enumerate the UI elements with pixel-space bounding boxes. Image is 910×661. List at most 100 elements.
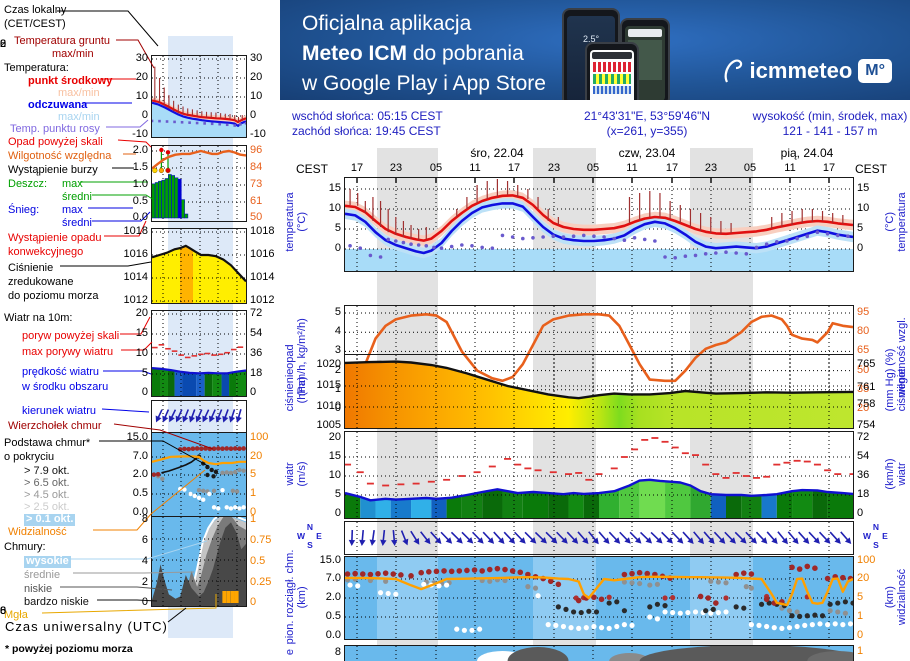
cest-label-right: CEST xyxy=(855,162,887,176)
axis-tick: 20 xyxy=(136,71,148,83)
legend-item-temp-gruntu-maxmin: max/min xyxy=(52,49,94,61)
legend-item-deszcz-max: max xyxy=(62,179,83,191)
axis-tick: 20 xyxy=(857,572,869,584)
axis-name-left-4: pion. rozciągł. chm.(km) xyxy=(284,550,332,645)
phone-mockup-front xyxy=(585,42,639,100)
axis-tick: 0 xyxy=(142,596,148,608)
axis-tick: 10 xyxy=(136,90,148,102)
legend-item-okt-79: > 7.9 okt. xyxy=(24,466,70,478)
legend-item-wilgotnosc: Wilgotność względna xyxy=(8,151,111,163)
axis-tick: 1014 xyxy=(250,271,274,283)
altitude-label: wysokość (min, środek, max) xyxy=(753,110,908,123)
axis-tick: 4 xyxy=(142,555,148,567)
legend-item-cet-cest: (CET/CEST) xyxy=(4,19,66,31)
mini-wind-direction-strip xyxy=(151,400,247,433)
axis-tick: 0.5 xyxy=(133,195,148,207)
axis-tick: 0 xyxy=(142,386,148,398)
axis-tick: 1.0 xyxy=(133,178,148,190)
day-label: pią, 24.04 xyxy=(781,146,834,160)
axis-tick: 5 xyxy=(250,468,256,480)
axis-tick: 4 xyxy=(335,325,341,337)
icmmeteo-logo: icmmeteo M° xyxy=(724,58,892,84)
axis-tick: 1 xyxy=(857,645,863,657)
axis-tick: 65 xyxy=(857,344,869,356)
axis-tick: 1 xyxy=(250,487,256,499)
axis-tick: 0.25 xyxy=(250,576,271,588)
compass-right: E xyxy=(882,531,888,541)
axis-tick: 0.5 xyxy=(133,487,148,499)
axis-tick: 0 xyxy=(335,507,341,519)
axis-tick: 10 xyxy=(329,202,341,214)
axis-name-left-clipped: e xyxy=(284,649,296,655)
legend-item-opad-skali: Opad powyżej skali xyxy=(8,137,103,149)
altitude-values: 121 - 141 - 157 m xyxy=(783,125,878,138)
legend-item-maxmin-blue: max/min xyxy=(58,112,100,124)
axis-tick: 758 xyxy=(857,398,875,410)
legend-item-deszcz-sredni: średni xyxy=(62,192,92,204)
mini-cloud-layers-chart xyxy=(151,516,247,607)
axis-tick: 95 xyxy=(857,306,869,318)
axis-tick: 5 xyxy=(857,222,863,234)
axis-tick: 72 xyxy=(250,307,262,319)
legend-item-maxmin-red: max/min xyxy=(58,88,100,100)
legend-item-niskie: niskie xyxy=(24,584,52,596)
axis-tick: 20 xyxy=(250,71,262,83)
axis-tick: 36 xyxy=(857,469,869,481)
axis-tick: 0 xyxy=(857,629,863,641)
axis-tick: 96 xyxy=(250,144,262,156)
legend-item-srednie: średnie xyxy=(24,570,60,582)
legend-item-okt-01: > 0.1 okt. xyxy=(24,514,75,526)
axis-tick: 15 xyxy=(857,182,869,194)
cloud-extent-visibility-chart xyxy=(344,556,854,640)
cloud-cover-chart-clipped xyxy=(344,645,854,661)
legend-item-o-pokryciu: o pokryciu xyxy=(4,452,54,464)
axis-tick: 0 xyxy=(250,386,256,398)
compass-left: N xyxy=(307,522,313,532)
app-promo-banner[interactable]: Oficjalna aplikacja Meteo ICM do pobrani… xyxy=(280,0,910,100)
axis-tick: 20 xyxy=(136,307,148,319)
axis-tick: 0 xyxy=(250,109,256,121)
wind-direction-strip xyxy=(344,521,854,555)
legend-item-zredukowane: zredukowane xyxy=(8,277,73,289)
pressure-chart xyxy=(344,354,854,429)
axis-tick: 1014 xyxy=(124,271,148,283)
axis-tick: 20 xyxy=(250,450,262,462)
legend-item-snieg-sredni: średni xyxy=(62,218,92,230)
compass-right: W xyxy=(863,531,871,541)
axis-tick: 0.75 xyxy=(250,534,271,546)
axis-tick: 30 xyxy=(250,52,262,64)
mini-pressure-chart xyxy=(151,228,247,304)
time-tick: 23 xyxy=(548,162,560,174)
axis-tick: 0.5 xyxy=(250,555,265,567)
banner-line-2: Meteo ICM do pobrania xyxy=(302,42,524,66)
axis-tick: 6 xyxy=(142,534,148,546)
coordinates: 21°43'31"E, 53°59'46"N xyxy=(584,110,710,123)
axis-tick: 1020 xyxy=(317,358,341,370)
axis-tick: 0 xyxy=(335,242,341,254)
axis-tick: 761 xyxy=(857,381,875,393)
axis-name-left-3: wiatr(m/s) xyxy=(284,461,308,486)
legend-item-predkosc: prędkość wiatru xyxy=(22,367,99,379)
time-tick: 23 xyxy=(390,162,402,174)
legend-item-widzialnosc: Widzialność xyxy=(8,527,67,539)
axis-tick: 7.0 xyxy=(133,450,148,462)
axis-tick: 1012 xyxy=(124,294,148,306)
legend-item-snieg: Śnieg: xyxy=(8,205,39,217)
axis-tick: 54 xyxy=(857,450,869,462)
legend-item-podstawa: Podstawa chmur* xyxy=(4,438,90,450)
time-tick: 17 xyxy=(666,162,678,174)
axis-tick: 1018 xyxy=(124,225,148,237)
legend-item-do-poziomu: do poziomu morza xyxy=(8,291,99,303)
axis-tick: 10 xyxy=(329,469,341,481)
axis-tick: 1005 xyxy=(317,419,341,431)
legend-item-temp-gruntu: Temperatura gruntu xyxy=(14,36,110,48)
axis-tick: 1.5 xyxy=(133,161,148,173)
banner-line-1: Oficjalna aplikacja xyxy=(302,12,471,36)
temperature-chart xyxy=(344,177,854,272)
legend-item-poryw-skali: poryw powyżej skali xyxy=(22,331,119,343)
banner-line-3: w Google Play i App Store xyxy=(302,72,546,96)
axis-tick: 5 xyxy=(335,306,341,318)
logo-swoosh-icon xyxy=(724,58,744,84)
legend-item-cisnienie: Ciśnienie xyxy=(8,263,53,275)
